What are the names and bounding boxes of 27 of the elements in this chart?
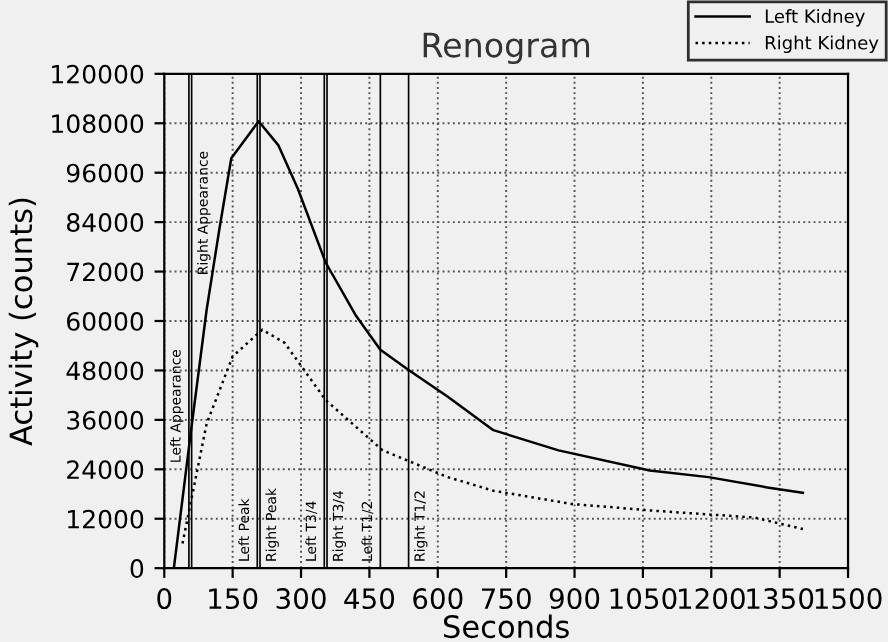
legend-label: Right Kidney: [765, 35, 879, 53]
x-tick-label: 1350: [747, 588, 814, 610]
x-tick-label: 450: [344, 588, 395, 610]
y-tick-label: 72000: [67, 262, 144, 282]
x-tick-label: 0: [157, 588, 172, 610]
x-axis-title: Seconds: [443, 614, 569, 639]
x-tick-label: 150: [209, 588, 258, 610]
x-tick-label: 900: [549, 588, 600, 610]
y-tick-label: 60000: [67, 311, 144, 331]
y-tick-label: 36000: [67, 410, 144, 430]
y-tick-label: 96000: [66, 163, 144, 183]
y-tick-label: 0: [130, 559, 144, 579]
y-axis-title: Activity (counts): [8, 198, 39, 446]
y-tick-label: 84000: [67, 213, 144, 232]
x-tick-label: 300: [276, 588, 326, 610]
legend-label: Left Kidney: [765, 9, 865, 27]
x-tick-label: 1500: [815, 588, 882, 610]
y-tick-label: 108000: [52, 114, 144, 134]
y-tick-label: 24000: [67, 460, 144, 480]
y-tick-label: 120000: [52, 64, 144, 84]
y-tick-label: 12000: [68, 509, 144, 529]
y-tick-label: 48000: [66, 361, 144, 381]
x-tick-label: 1200: [678, 588, 745, 610]
x-tick-label: 1050: [610, 588, 677, 610]
x-tick-label: 750: [481, 588, 531, 610]
chart-title: Renogram: [423, 32, 590, 65]
x-tick-label: 600: [413, 588, 463, 610]
